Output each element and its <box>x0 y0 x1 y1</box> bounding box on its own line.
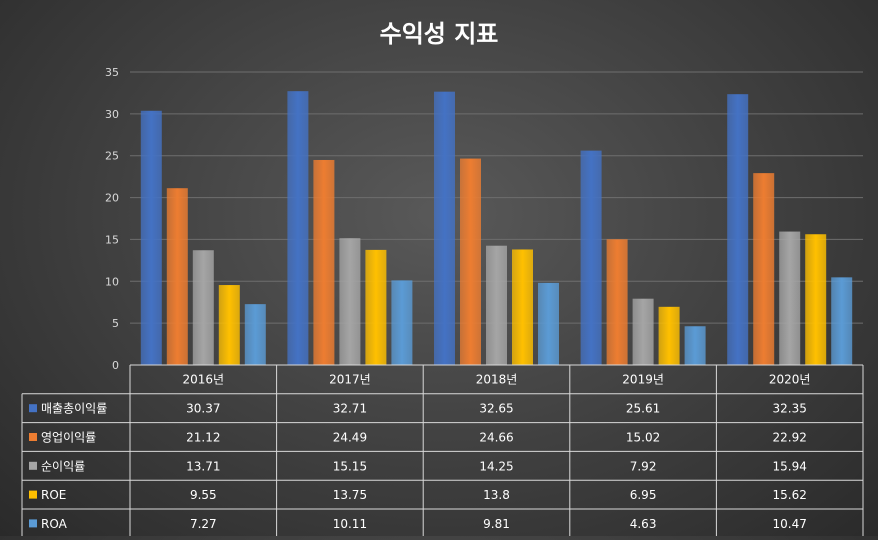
data-value: 9.55 <box>190 488 217 502</box>
data-value: 15.62 <box>773 488 807 502</box>
y-tick-label: 5 <box>112 317 119 330</box>
legend-key <box>29 433 37 441</box>
bar-5-2 <box>391 280 413 365</box>
data-value: 7.92 <box>630 459 657 473</box>
bar-3-4 <box>632 298 654 365</box>
data-value: 13.71 <box>186 459 220 473</box>
bar-5-5 <box>831 277 853 365</box>
legend-key <box>29 404 37 413</box>
bar-3-3 <box>486 245 507 365</box>
data-value: 21.12 <box>186 431 220 445</box>
y-tick-label: 0 <box>112 359 119 372</box>
category-label: 2020년 <box>769 372 811 386</box>
series-label: 영업이익률 <box>41 431 96 445</box>
category-label: 2018년 <box>476 372 518 386</box>
y-tick-label: 35 <box>105 66 119 79</box>
series-label: ROA <box>41 517 68 531</box>
data-value: 13.8 <box>483 488 510 502</box>
data-value: 13.75 <box>333 488 367 502</box>
series-label: ROE <box>41 488 66 502</box>
bar-5-3 <box>538 282 559 365</box>
bar-2-3 <box>460 158 481 365</box>
data-value: 15.15 <box>333 459 367 473</box>
y-tick-label: 25 <box>105 150 119 163</box>
bar-4-4 <box>658 306 680 365</box>
data-value: 10.47 <box>773 517 807 531</box>
legend-key <box>29 461 37 470</box>
bar-2-5 <box>753 173 775 365</box>
data-value: 15.94 <box>773 459 807 473</box>
data-value: 4.63 <box>630 517 657 531</box>
y-axis: 0 5 10 15 20 25 30 35 <box>105 66 119 372</box>
bar-3-2 <box>339 238 361 365</box>
bar-1-3 <box>434 91 455 366</box>
bar-3-1 <box>192 250 214 365</box>
data-value: 25.61 <box>626 402 660 416</box>
bar-1-4 <box>580 150 602 365</box>
bar-4-5 <box>805 234 827 365</box>
y-tick-label: 10 <box>105 275 119 288</box>
series-label: 매출총이익률 <box>41 402 107 416</box>
data-value: 22.92 <box>773 431 807 445</box>
data-value: 24.66 <box>479 431 513 445</box>
data-value: 7.27 <box>190 517 217 531</box>
bar-1-1 <box>140 110 162 366</box>
legend-key <box>29 490 37 499</box>
y-tick-label: 15 <box>105 233 119 246</box>
category-label: 2017년 <box>329 372 371 386</box>
bar-5-4 <box>684 326 706 365</box>
data-value: 32.71 <box>333 402 367 416</box>
data-value: 30.37 <box>186 402 220 416</box>
data-value: 14.25 <box>479 459 513 473</box>
bar-1-5 <box>727 94 749 365</box>
chart-title: 수익성 지표 <box>380 20 499 48</box>
category-label: 2016년 <box>183 372 225 386</box>
bar-2-4 <box>606 239 628 365</box>
series-label: 순이익률 <box>41 459 85 473</box>
data-value: 9.81 <box>483 517 510 531</box>
bar-3-5 <box>779 231 801 365</box>
category-label: 2019년 <box>622 372 664 386</box>
bar-1-2 <box>287 91 309 366</box>
bar-2-2 <box>313 159 335 365</box>
bar-4-1 <box>218 285 240 365</box>
bars <box>140 91 853 366</box>
data-value: 32.35 <box>773 402 807 416</box>
y-tick-label: 30 <box>105 108 119 121</box>
bar-4-2 <box>365 249 387 365</box>
bar-5-1 <box>244 304 266 365</box>
legend-key <box>29 519 37 528</box>
data-value: 32.65 <box>479 402 513 416</box>
data-value: 10.11 <box>333 517 367 531</box>
data-value: 15.02 <box>626 431 660 445</box>
data-value: 24.49 <box>333 431 367 445</box>
data-value: 6.95 <box>630 488 657 502</box>
y-tick-label: 20 <box>105 192 119 205</box>
bar-2-1 <box>166 188 188 365</box>
bar-4-3 <box>512 249 533 365</box>
